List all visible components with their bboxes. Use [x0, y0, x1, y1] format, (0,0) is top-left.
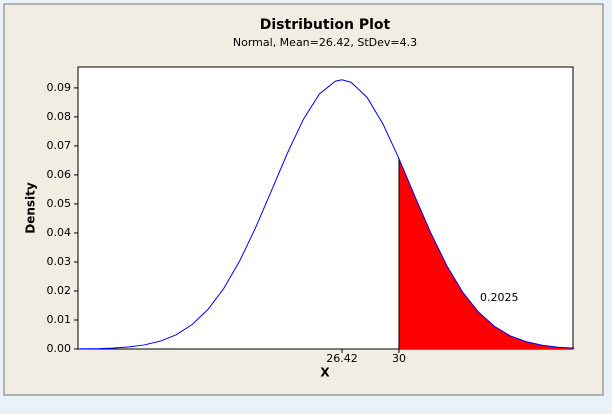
y-tick-label: 0.02 — [47, 284, 72, 297]
y-tick-label: 0.05 — [47, 197, 72, 210]
y-tick-label: 0.07 — [47, 139, 72, 152]
x-axis-label: X — [320, 366, 330, 380]
y-tick-label: 0.00 — [47, 342, 72, 355]
y-tick-label: 0.09 — [47, 81, 72, 94]
y-tick-label: 0.01 — [47, 313, 72, 326]
y-tick-label: 0.08 — [47, 110, 72, 123]
chart-subtitle: Normal, Mean=26.42, StDev=4.3 — [233, 36, 417, 49]
y-tick-label: 0.06 — [47, 168, 72, 181]
y-tick-label: 0.03 — [47, 255, 72, 268]
y-tick-label: 0.04 — [47, 226, 72, 239]
x-tick-label: 30 — [392, 352, 406, 365]
x-tick-label: 26.42 — [326, 352, 358, 365]
density-line — [80, 79, 575, 350]
area-label: 0.2025 — [480, 291, 519, 304]
chart-title: Distribution Plot — [260, 17, 391, 33]
plot-area — [77, 66, 574, 350]
shaded-area — [398, 158, 575, 349]
y-axis-label: Density — [24, 182, 38, 234]
